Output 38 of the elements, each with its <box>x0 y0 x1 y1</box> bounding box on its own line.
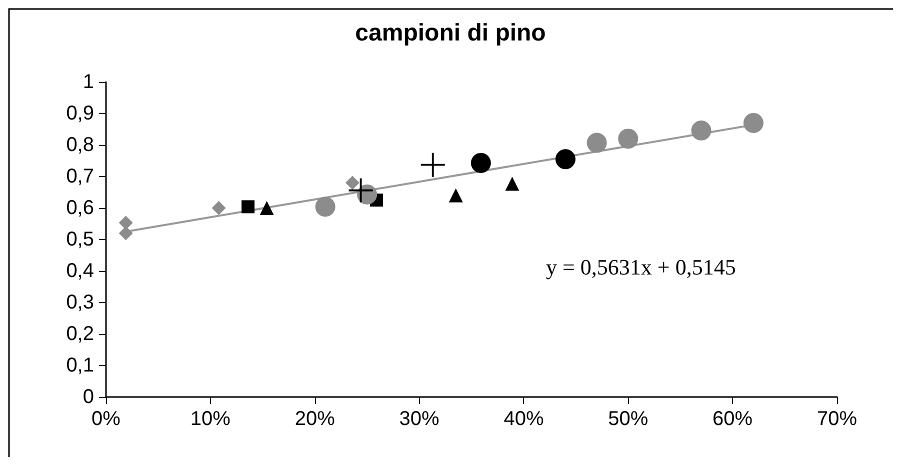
y-tick-label: 0,9 <box>66 102 94 124</box>
point <box>420 152 445 177</box>
y-tick-label: 0,3 <box>66 292 94 314</box>
point <box>618 128 638 149</box>
x-tick-label: 30% <box>399 408 440 430</box>
y-tick-label: 0,4 <box>66 260 94 282</box>
y-tick-label: 0,7 <box>66 166 94 188</box>
x-tick-label: 60% <box>712 408 753 430</box>
point <box>556 149 576 170</box>
point <box>348 178 373 202</box>
point <box>118 216 133 230</box>
x-tick-label: 0% <box>92 408 121 430</box>
point <box>691 120 712 141</box>
y-tick-label: 1 <box>82 71 94 93</box>
chart-title: campioni di pino <box>355 20 546 46</box>
point <box>743 112 764 133</box>
y-tick-label: 0,8 <box>66 134 94 156</box>
y-tick-label: 0,6 <box>66 197 94 219</box>
point <box>242 200 255 214</box>
x-tick-label: 70% <box>816 408 858 430</box>
x-tick-label: 40% <box>504 408 544 430</box>
point <box>212 201 226 215</box>
point <box>586 132 607 153</box>
x-tick-label: 20% <box>294 408 336 430</box>
y-tick-label: 0,1 <box>66 354 94 376</box>
point <box>315 196 336 217</box>
point <box>345 176 360 190</box>
point <box>118 226 133 240</box>
point <box>505 176 520 191</box>
y-tick-label: 0,5 <box>66 228 94 250</box>
point <box>470 152 491 173</box>
y-tick-label: 0 <box>82 386 94 408</box>
annotation: y = 0,5631x + 0,5145 <box>546 254 736 280</box>
y-tick-label: 0,2 <box>66 323 94 345</box>
x-tick-label: 10% <box>190 408 231 430</box>
x-tick-label: 50% <box>608 408 648 430</box>
point <box>448 188 463 202</box>
point <box>260 201 274 215</box>
